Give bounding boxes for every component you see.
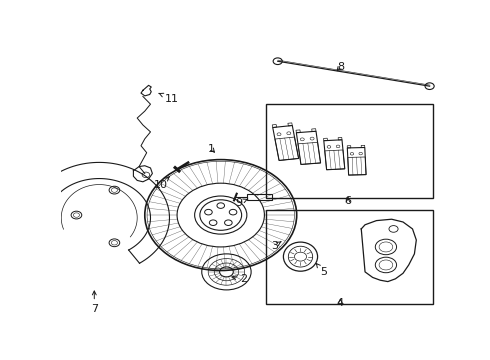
Bar <box>273 126 298 161</box>
Text: 4: 4 <box>337 298 344 308</box>
Text: 2: 2 <box>232 274 247 284</box>
Text: 8: 8 <box>337 62 344 72</box>
Bar <box>324 140 345 170</box>
Bar <box>347 148 366 175</box>
Bar <box>267 104 434 198</box>
Bar <box>348 157 366 175</box>
Bar <box>288 123 293 126</box>
Bar <box>296 131 320 165</box>
Bar <box>272 125 277 127</box>
Bar <box>361 145 365 148</box>
Text: 10: 10 <box>154 177 170 190</box>
Text: 7: 7 <box>91 291 98 314</box>
Bar <box>347 146 351 148</box>
Bar <box>267 210 434 304</box>
Bar <box>296 130 300 133</box>
Text: 5: 5 <box>317 264 327 277</box>
Text: 11: 11 <box>159 93 178 104</box>
Bar <box>338 138 342 140</box>
Text: 9: 9 <box>235 198 248 208</box>
Text: 3: 3 <box>271 240 281 251</box>
Bar <box>323 138 327 141</box>
Bar <box>247 194 272 201</box>
Bar <box>275 137 298 161</box>
Text: 1: 1 <box>208 144 215 153</box>
Bar <box>312 129 316 131</box>
Bar <box>298 142 320 165</box>
Text: 6: 6 <box>344 195 351 206</box>
Bar <box>325 150 345 170</box>
